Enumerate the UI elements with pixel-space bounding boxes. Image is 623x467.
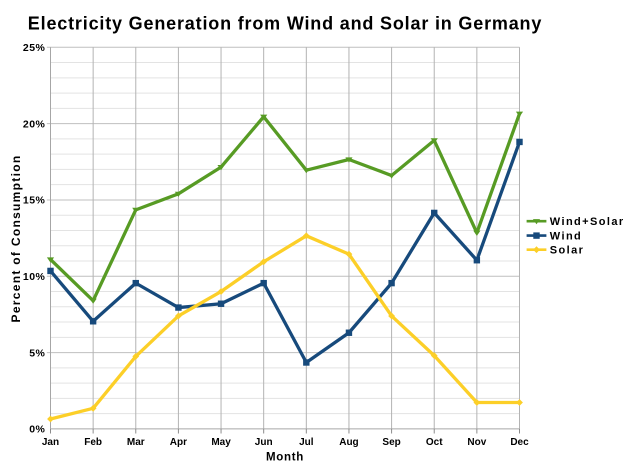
svg-text:Month: Month (266, 452, 304, 464)
svg-text:Oct: Oct (426, 437, 443, 448)
svg-text:Dec: Dec (510, 437, 529, 448)
svg-text:Nov: Nov (467, 437, 486, 448)
svg-text:25%: 25% (23, 42, 46, 54)
svg-text:Solar: Solar (550, 245, 585, 257)
svg-text:10%: 10% (23, 271, 46, 283)
svg-text:Sep: Sep (382, 437, 400, 448)
svg-text:Jun: Jun (255, 437, 273, 448)
svg-text:Electricity Generation from Wi: Electricity Generation from Wind and Sol… (28, 14, 542, 34)
svg-text:May: May (211, 437, 231, 448)
svg-text:Percent of Consumption: Percent of Consumption (9, 155, 23, 323)
svg-text:Wind+Solar: Wind+Solar (550, 216, 623, 228)
svg-text:20%: 20% (23, 118, 46, 130)
svg-text:5%: 5% (29, 347, 45, 359)
svg-text:Feb: Feb (84, 437, 102, 448)
svg-text:15%: 15% (23, 195, 46, 207)
svg-text:0%: 0% (29, 424, 45, 436)
svg-text:Apr: Apr (170, 437, 187, 448)
svg-text:Wind: Wind (550, 231, 582, 243)
svg-text:Jul: Jul (299, 437, 314, 448)
svg-text:Jan: Jan (42, 437, 59, 448)
svg-text:Mar: Mar (127, 437, 145, 448)
svg-text:Aug: Aug (339, 437, 358, 448)
